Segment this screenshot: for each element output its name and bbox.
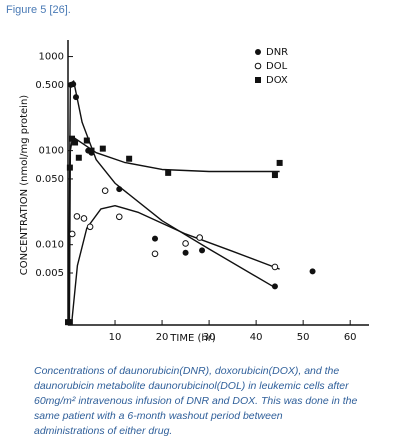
marker-filled-circle [116,186,123,193]
y-tick-label: 1000 [39,52,64,63]
marker-square [75,154,82,161]
y-axis-label: CONCENTRATION (nmol/mg protein) [19,95,30,275]
marker-filled-circle [182,249,189,256]
x-tick-label: 30 [203,332,216,343]
marker-open-circle [68,230,76,238]
fit-curve [67,80,276,323]
fit-curve [71,204,280,323]
caption-line: same patient with a 6-month washout peri… [34,410,283,422]
marker-square [72,139,79,146]
marker-square [276,159,283,166]
marker-square [88,147,95,154]
y-tick-label: 0.500 [35,80,64,91]
marker-square [66,164,73,171]
y-tick-label: 0100 [39,146,64,157]
caption: Concentrations of daunorubicin(DNR), dox… [34,364,404,439]
marker-open-circle [101,187,109,194]
marker-open-circle [86,223,94,231]
x-axis-label: TIME (hr) [169,333,216,344]
marker-filled-circle [152,235,159,242]
legend-label: DOX [266,75,288,86]
x-tick-label: 50 [297,332,310,343]
marker-square [255,77,261,83]
marker-open-circle [182,240,189,247]
marker-filled-circle [70,81,77,88]
marker-open-circle [254,62,262,70]
marker-open-circle [196,234,203,241]
legend-label: DNR [266,47,288,58]
x-tick-label: 20 [156,332,169,343]
marker-square [66,319,73,326]
caption-line: 60mg/m² intravenous infusion of DNR and … [34,395,358,407]
x-tick-label: 60 [344,332,357,343]
chart: TIME (hr) CONCENTRATION (nmol/mg protein… [19,40,369,344]
x-tick-label: 10 [109,332,122,343]
marker-square [165,169,172,176]
marker-square [83,137,90,144]
marker-filled-circle [72,94,79,101]
marker-square [126,155,133,162]
marker-open-circle [151,250,159,258]
marker-open-circle [115,213,123,221]
marker-open-circle [80,215,88,222]
marker-filled-circle [309,268,316,275]
marker-open-circle [271,263,279,271]
marker-square [271,172,278,179]
x-tick-label: 40 [250,332,263,343]
marker-open-circle [73,213,81,220]
legend-label: DOL [266,61,288,72]
y-tick-label: 0.050 [35,174,64,185]
figure-label: Figure 5 [26]. [6,4,71,16]
caption-line: daunorubicin metabolite daunorubicinol(D… [34,380,349,392]
y-tick-label: 0.010 [35,240,64,251]
caption-line: administrations of either drug. [34,425,173,437]
marker-square [68,135,75,142]
y-tick-label: 0.005 [35,268,64,279]
marker-filled-circle [271,283,278,290]
marker-filled-circle [199,247,206,254]
marker-filled-circle [255,49,261,55]
marker-square [99,145,106,152]
fit-curve [68,136,280,323]
caption-line: Concentrations of daunorubicin(DNR), dox… [34,365,340,377]
